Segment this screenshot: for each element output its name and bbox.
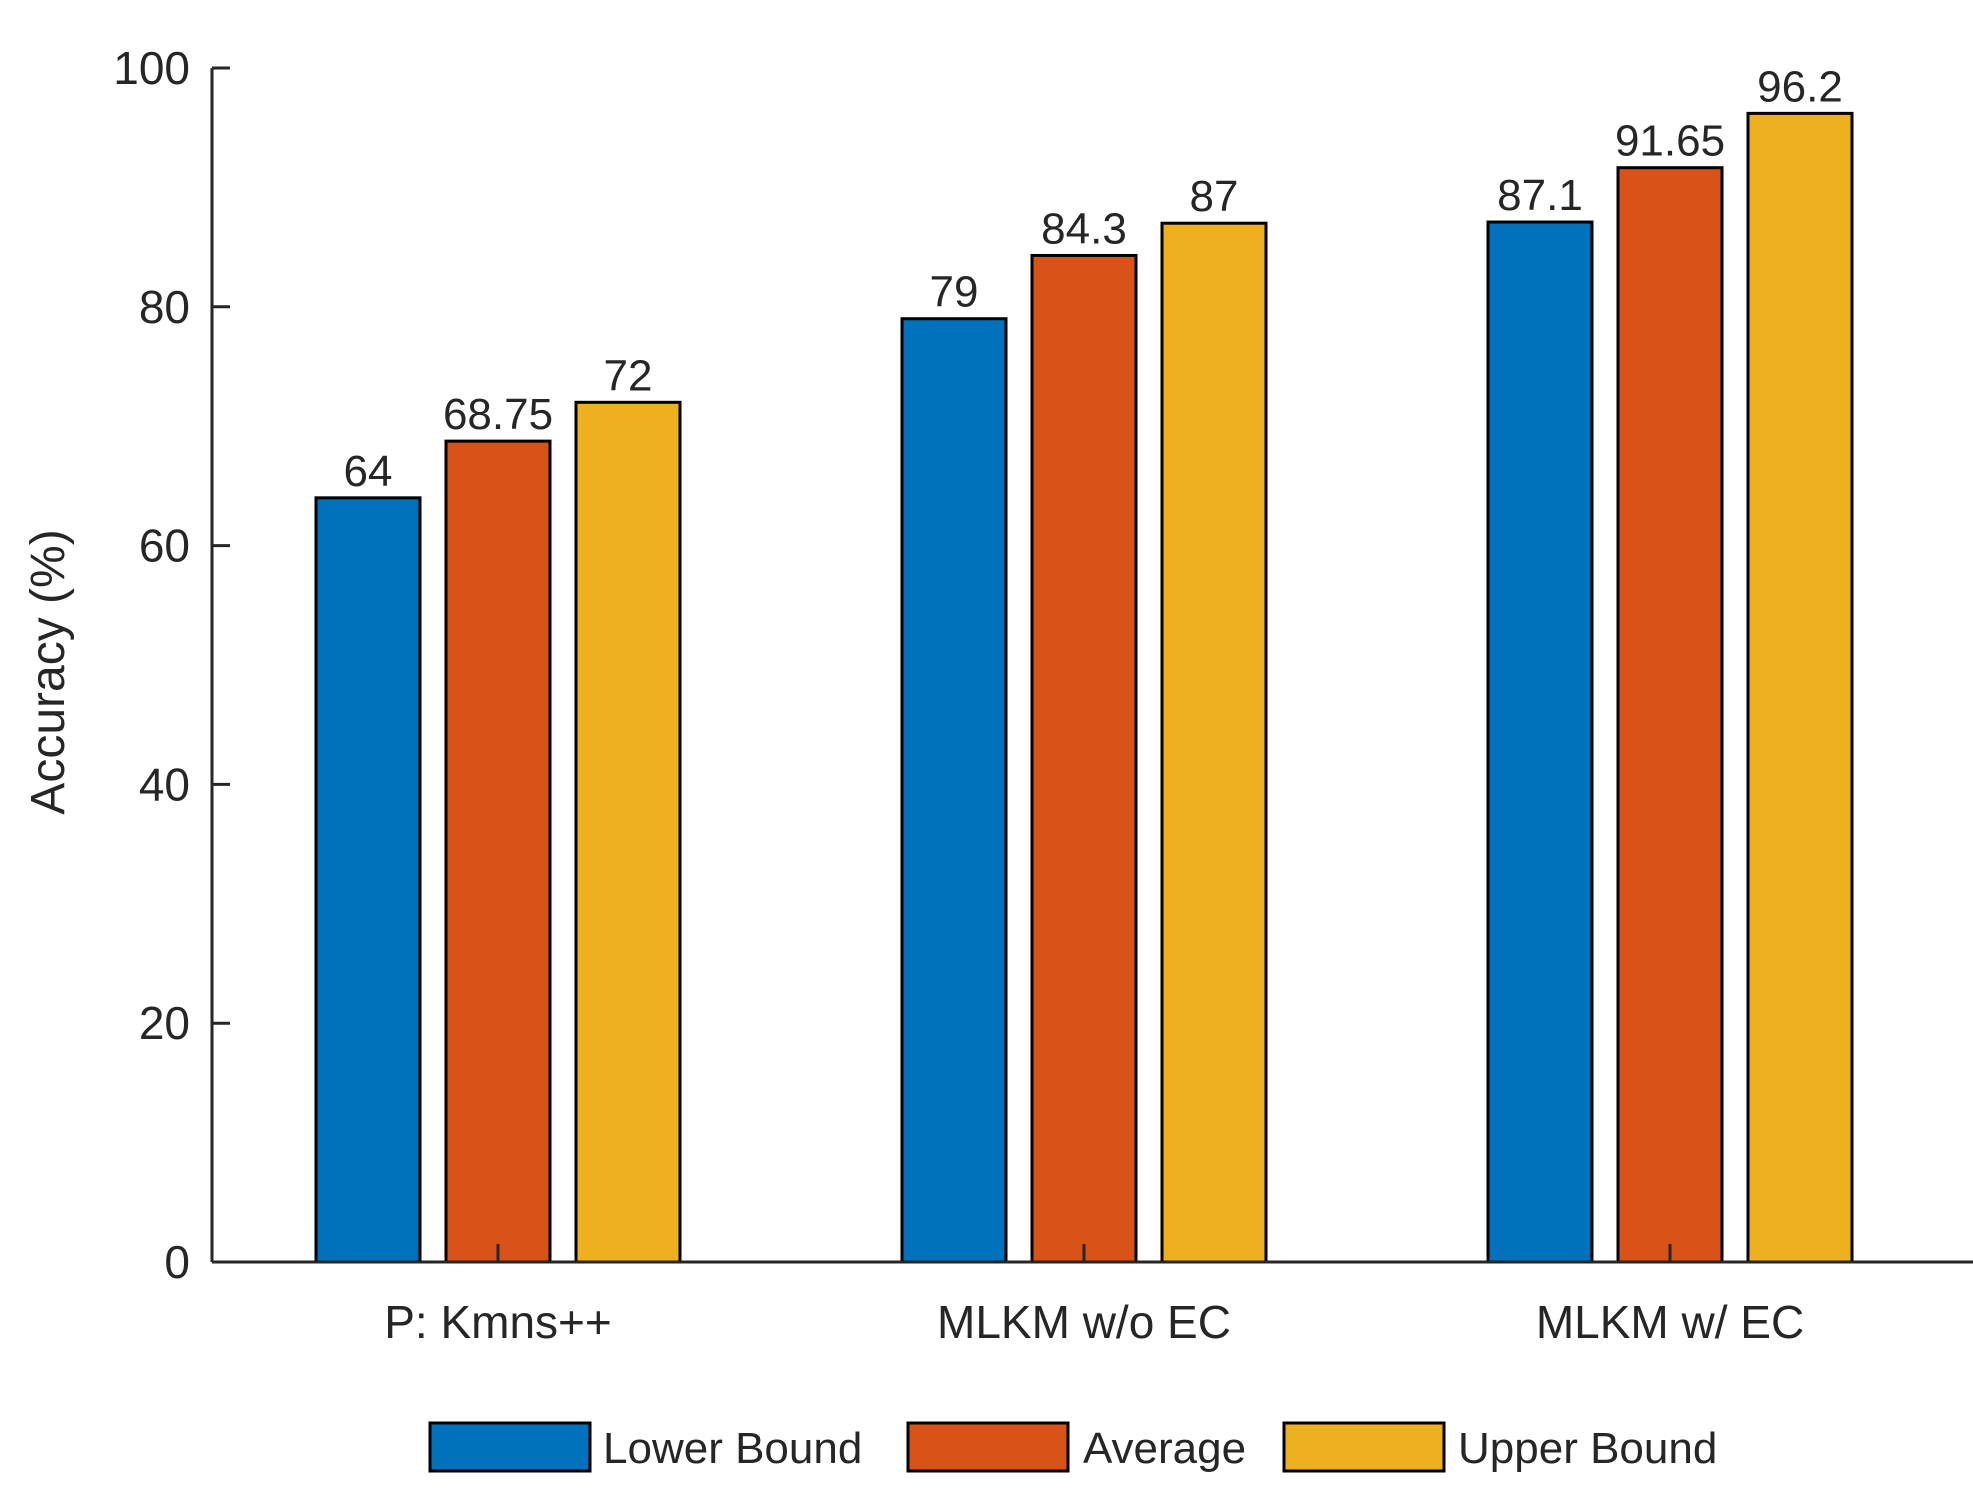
legend: Lower Bound Average Upper Bound xyxy=(428,1421,1717,1473)
bar xyxy=(574,400,682,1264)
bar xyxy=(314,496,422,1264)
bar xyxy=(1746,111,1854,1264)
bar xyxy=(1030,253,1138,1264)
bar xyxy=(1616,166,1724,1264)
y-tick-label: 20 xyxy=(139,997,190,1049)
legend-swatch xyxy=(428,1421,592,1473)
axes-layer: 0 20 40 60 80 100 P: Kmns++ MLKM w/o EC MLKM w/ … xyxy=(113,42,1973,1348)
x-tick-label: MLKM w/o EC xyxy=(937,1296,1231,1348)
y-tick-label: 100 xyxy=(113,42,190,94)
bar xyxy=(1486,220,1594,1264)
x-tick-label: P: Kmns++ xyxy=(384,1296,612,1348)
data-label: 79 xyxy=(930,268,979,317)
data-label: 91.65 xyxy=(1615,117,1725,166)
data-label: 96.2 xyxy=(1757,62,1843,111)
legend-label: Lower Bound xyxy=(603,1424,862,1473)
data-label: 84.3 xyxy=(1041,204,1127,253)
y-tick-label: 80 xyxy=(139,281,190,333)
legend-label: Average xyxy=(1083,1424,1246,1473)
data-label: 72 xyxy=(604,351,653,400)
y-tick-label: 0 xyxy=(164,1236,190,1288)
legend-swatch xyxy=(1282,1421,1446,1473)
x-tick-label: MLKM w/ EC xyxy=(1536,1296,1804,1348)
data-label: 87.1 xyxy=(1497,171,1583,220)
bar xyxy=(900,317,1008,1264)
bar xyxy=(1160,221,1268,1264)
data-labels-layer: 64 68.75 72 79 84.3 87 87.1 91.65 96.2 xyxy=(344,62,1843,495)
legend-swatch xyxy=(906,1421,1070,1473)
y-tick-label: 60 xyxy=(139,520,190,572)
data-label: 87 xyxy=(1190,172,1239,221)
y-tick-label: 40 xyxy=(139,758,190,810)
bar xyxy=(444,439,552,1264)
data-label: 64 xyxy=(344,447,393,496)
bars-layer xyxy=(314,111,1854,1264)
y-axis-label: Accuracy (%) xyxy=(22,529,75,814)
data-label: 68.75 xyxy=(443,390,553,439)
legend-label: Upper Bound xyxy=(1458,1424,1717,1473)
